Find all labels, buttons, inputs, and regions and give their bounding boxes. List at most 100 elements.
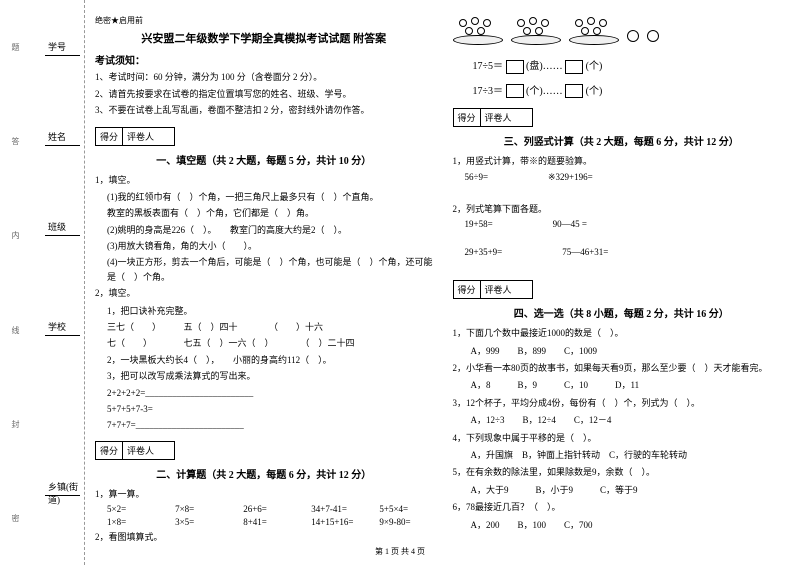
c10: 9×9-80= xyxy=(379,517,432,527)
char-2: 答 xyxy=(10,137,21,145)
section2-title: 二、计算题（共 2 大题，每题 6 分，共计 12 分） xyxy=(95,466,433,481)
s1-q1: 1，填空。 xyxy=(95,173,433,187)
eq-2: 17÷3＝ (个)…… (个) xyxy=(473,82,791,99)
footer: 第 1 页 共 4 页 xyxy=(0,546,800,557)
apple-icon xyxy=(465,27,473,35)
reviewer-label-2: 评卷人 xyxy=(123,442,158,459)
label-id: 学号 xyxy=(48,40,66,53)
c3: 26+6= xyxy=(243,504,296,514)
notice-header: 考试须知： xyxy=(95,52,433,67)
s4-2a: A，8 B，9 C，10 D，11 xyxy=(453,378,791,392)
s4-6a: A，200 B，100 C，700 xyxy=(453,518,791,532)
paper-title: 兴安盟二年级数学下学期全真模拟考试试题 附答案 xyxy=(95,30,433,46)
s1-q2-sub3: 3，把可以改写成乘法算式的写出来。 xyxy=(107,369,433,383)
apple-icon xyxy=(575,19,583,27)
c8: 8+41= xyxy=(243,517,296,527)
s4-1: 1，下面几个数中最接近1000的数是（ ）。 xyxy=(453,326,791,340)
score-box-3: 得分 评卷人 xyxy=(453,108,533,127)
unit-2: (个) xyxy=(586,61,603,72)
eq2-text: 17÷3＝ xyxy=(473,86,504,97)
s2-q2: 2，看图填算式。 xyxy=(95,530,433,544)
score-box-2: 得分 评卷人 xyxy=(95,441,175,460)
left-column: 绝密★启用前 兴安盟二年级数学下学期全真模拟考试试题 附答案 考试须知： 1、考… xyxy=(95,15,433,535)
s1-calc-1: 2+2+2+2=________________________ xyxy=(107,386,433,400)
plate-base-3 xyxy=(569,35,619,45)
line-town xyxy=(45,495,80,496)
s3-q1-1: 56÷9= xyxy=(465,172,489,183)
blank-box xyxy=(506,84,524,98)
s3-q1-2: ※329+196= xyxy=(548,172,593,183)
s4-1a: A，999 B，899 C，1009 xyxy=(453,344,791,358)
s4-6: 6，78最接近几百？（ ）。 xyxy=(453,500,791,514)
apple-icon xyxy=(517,19,525,27)
spacer xyxy=(453,195,791,202)
label-class: 班级 xyxy=(48,220,66,233)
unit-4: (个) xyxy=(586,86,603,97)
s3-q2-3: 29+35+9= xyxy=(465,247,503,257)
score-label: 得分 xyxy=(96,128,123,145)
apple-icon xyxy=(541,19,549,27)
apple-icon xyxy=(593,27,601,35)
label-name: 姓名 xyxy=(48,130,66,143)
s1-q2-h: 1，把口诀补充完整。 xyxy=(107,304,433,318)
line-id xyxy=(45,55,80,56)
s4-4a: A，升国旗 B，钟面上指针转动 C，行驶的车轮转动 xyxy=(453,448,791,462)
c5: 5+5×4= xyxy=(379,504,432,514)
s3-q1: 1，用竖式计算，带※的题要验算。 xyxy=(453,154,791,168)
s3-q2-row1: 19+58= 90—45 = xyxy=(465,219,791,229)
spacer xyxy=(453,269,791,274)
s4-5a: A，大于9 B，小于9 C，等于9 xyxy=(453,483,791,497)
apple-single-2 xyxy=(647,30,659,42)
apple-icon xyxy=(483,19,491,27)
s1-q2: 2，填空。 xyxy=(95,286,433,300)
plate-1 xyxy=(453,15,503,45)
s2-q1: 1，算一算。 xyxy=(95,487,433,501)
plate-2 xyxy=(511,15,561,45)
apple-icon xyxy=(529,17,537,25)
apple-row xyxy=(453,15,791,45)
s3-q2-2: 90—45 = xyxy=(553,219,587,229)
right-column: 17÷5＝ (盘)…… (个) 17÷3＝ (个)…… (个) 得分 评卷人 三… xyxy=(453,15,791,535)
c1: 5×2= xyxy=(107,504,160,514)
s1-q1-4: (3)用放大镜看角，角的大小（ ）。 xyxy=(107,239,433,253)
s3-q1-row: 56÷9= ※329+196= xyxy=(465,172,791,183)
apple-icon xyxy=(535,27,543,35)
char-6: 密 xyxy=(10,514,21,522)
apple-icon xyxy=(587,17,595,25)
c7: 3×5= xyxy=(175,517,228,527)
section4-title: 四、选一选（共 8 小题，每题 2 分，共计 16 分） xyxy=(453,305,791,320)
c6: 1×8= xyxy=(107,517,160,527)
char-3: 内 xyxy=(10,231,21,239)
section1-title: 一、填空题（共 2 大题，每题 5 分，共计 10 分） xyxy=(95,152,433,167)
label-town: 乡镇(街道) xyxy=(48,480,84,506)
char-1: 题 xyxy=(10,43,21,51)
c2: 7×8= xyxy=(175,504,228,514)
s1-q2-sub2: 2，一块黑板大约长4（ ）， 小丽的身高约112（ ）。 xyxy=(107,353,433,367)
s1-calc-3: 7+7+7=________________________ xyxy=(107,418,433,432)
reviewer-label-3: 评卷人 xyxy=(481,109,516,126)
s4-3: 3，12个杯子，平均分成4份，每份有（ ）个，列式为（ ）。 xyxy=(453,396,791,410)
s1-q2-2: 七（ ） 七五（ ）一六（ ） （ ）二十四 xyxy=(107,336,433,350)
score-box-1: 得分 评卷人 xyxy=(95,127,175,146)
s3-q2-4: 75—46+31= xyxy=(562,247,608,257)
eq-1: 17÷5＝ (盘)…… (个) xyxy=(473,57,791,74)
line-school xyxy=(45,335,80,336)
apple-icon xyxy=(599,19,607,27)
line-class xyxy=(45,235,80,236)
score-label-3: 得分 xyxy=(454,109,481,126)
apple-icon xyxy=(471,17,479,25)
char-5: 封 xyxy=(10,420,21,428)
score-label-4: 得分 xyxy=(454,281,481,298)
c9: 14+15+16= xyxy=(311,517,364,527)
notice-3: 3、不要在试卷上乱写乱画，卷面不整洁扣 2 分，密封线外请勿作答。 xyxy=(95,104,433,118)
blank-box xyxy=(565,84,583,98)
binding-chars: 题 答 内 线 封 密 xyxy=(10,0,21,565)
s4-2: 2，小华看一本80页的故事书，如果每天看9页，那么至少要（ ）天才能看完。 xyxy=(453,361,791,375)
s1-q1-5: (4)一块正方形，剪去一个角后，可能是（ ）个角，也可能是（ ）个角，还可能是（… xyxy=(107,255,433,284)
reviewer-label: 评卷人 xyxy=(123,128,158,145)
s3-q2-1: 19+58= xyxy=(465,219,493,229)
blank-box xyxy=(506,60,524,74)
s1-q1-1: (1)我的红领巾有（ ）个角，一把三角尺上最多只有（ ）个直角。 xyxy=(107,190,433,204)
plate-base-2 xyxy=(511,35,561,45)
score-box-4: 得分 评卷人 xyxy=(453,280,533,299)
